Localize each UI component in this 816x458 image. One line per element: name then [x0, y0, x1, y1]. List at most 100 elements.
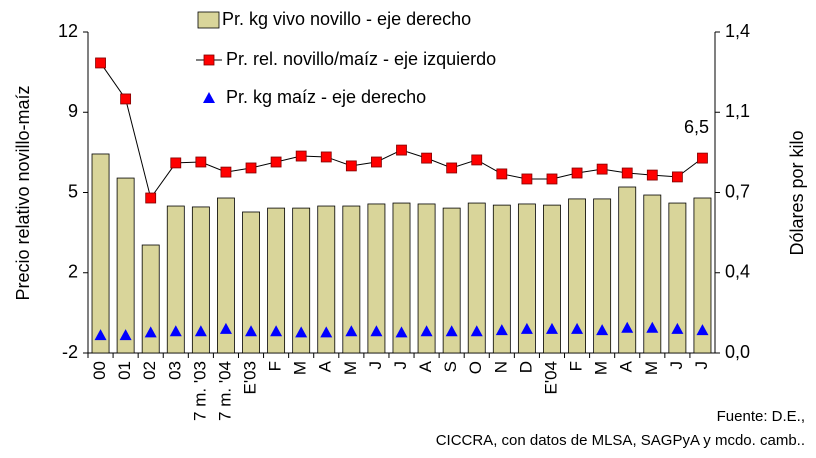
line-marker: [446, 162, 458, 174]
triangle-marker: [596, 324, 609, 336]
line-marker: [170, 157, 182, 169]
legend-swatch: [203, 92, 215, 103]
legend-label: Pr. rel. novillo/maíz - eje izquierdo: [226, 49, 496, 69]
triangle-marker: [119, 329, 132, 341]
x-tick-label: O: [466, 361, 485, 374]
y2-tick-label: 0,7: [725, 181, 750, 201]
triangle-marker: [696, 324, 709, 336]
bar: [492, 204, 511, 354]
line-marker: [697, 152, 708, 164]
triangle-marker: [194, 325, 207, 337]
bar: [517, 203, 536, 354]
triangle-marker: [345, 325, 358, 337]
bar: [668, 202, 687, 354]
x-tick-label: F: [567, 361, 586, 371]
bar: [543, 204, 561, 354]
x-tick-label: A: [617, 360, 636, 372]
y-tick-label: 9: [68, 101, 78, 121]
bar: [191, 206, 210, 354]
x-tick-label: N: [491, 361, 510, 373]
triangle-marker: [420, 325, 433, 337]
data-label: 6,5: [684, 117, 709, 137]
source: Fuente: D.E.,: [717, 408, 805, 425]
bar: [317, 205, 336, 354]
triangle-marker: [395, 326, 408, 338]
triangle-marker: [671, 322, 684, 334]
y2-tick-label: 1,1: [725, 101, 750, 121]
y-tick-label: -2: [62, 342, 78, 362]
line-marker: [145, 192, 157, 204]
bar: [568, 198, 586, 354]
y2-tick-label: 0,4: [725, 262, 750, 282]
bar: [292, 207, 311, 354]
triangle-marker: [520, 322, 533, 334]
line-marker: [496, 168, 508, 180]
x-tick-label: J: [391, 361, 410, 370]
y2-tick-label: 1,4: [725, 21, 750, 41]
x-tick-label: F: [266, 361, 285, 371]
bar: [166, 205, 185, 354]
bar: [693, 197, 712, 354]
y-tick-label: 5: [68, 181, 78, 201]
x-tick-label: 7 m. '04: [215, 361, 234, 421]
line-marker: [621, 167, 633, 179]
bar: [267, 207, 286, 354]
bar: [217, 197, 235, 354]
legend-swatch: [203, 54, 215, 66]
triangle-marker: [270, 325, 283, 337]
x-tick-label: 01: [115, 361, 134, 380]
x-tick-label: J: [692, 361, 711, 370]
line-marker: [646, 169, 658, 181]
source: CICCRA, con datos de MLSA, SAGPyA y mcdo…: [436, 432, 805, 449]
triangle-marker: [144, 326, 157, 338]
triangle-marker: [445, 325, 458, 337]
bar: [442, 207, 461, 354]
y-axis-title: Precio relativo novillo-maíz: [13, 85, 33, 300]
line-marker: [396, 144, 407, 156]
triangle-marker: [571, 322, 584, 334]
x-tick-label: D: [516, 361, 535, 373]
line-marker: [371, 156, 382, 168]
triangle-marker: [370, 325, 383, 337]
x-tick-label: 02: [140, 361, 159, 380]
legend-label: Pr. kg maíz - eje derecho: [226, 87, 426, 107]
bar: [392, 202, 411, 354]
line-marker: [421, 152, 432, 164]
bar: [91, 153, 110, 354]
line-marker: [345, 160, 357, 172]
bar: [342, 205, 361, 354]
x-tick-label: E'04: [541, 361, 560, 395]
line: [100, 62, 703, 200]
y2-axis-title: Dólares por kilo: [787, 130, 807, 255]
line-marker: [320, 151, 332, 163]
line-marker: [95, 57, 106, 69]
x-tick-label: 7 m. '03: [190, 361, 209, 421]
triangle-marker: [94, 329, 107, 341]
x-tick-label: M: [642, 361, 661, 375]
line-marker: [195, 156, 207, 168]
legend-swatch: [197, 11, 220, 29]
x-tick-label: J: [366, 361, 385, 370]
x-tick-label: 03: [165, 361, 184, 380]
line-marker: [671, 171, 683, 183]
line-marker: [270, 156, 282, 168]
triangle-marker: [470, 325, 483, 337]
line-marker: [295, 150, 307, 162]
line-marker: [546, 173, 558, 185]
x-tick-label: E'03: [241, 361, 260, 395]
x-tick-label: M: [341, 361, 360, 375]
triangle-marker: [621, 321, 634, 333]
line-marker: [571, 167, 583, 179]
triangle-marker: [219, 322, 232, 334]
x-tick-label: M: [291, 361, 310, 375]
y-tick-label: 12: [58, 21, 78, 41]
triangle-marker: [169, 325, 182, 337]
triangle-marker: [545, 322, 558, 334]
x-tick-label: A: [416, 360, 435, 372]
triangle-marker: [295, 326, 308, 338]
x-tick-label: J: [667, 361, 686, 370]
x-tick-label: S: [441, 361, 460, 372]
line-marker: [596, 163, 608, 175]
triangle-marker: [245, 325, 258, 337]
